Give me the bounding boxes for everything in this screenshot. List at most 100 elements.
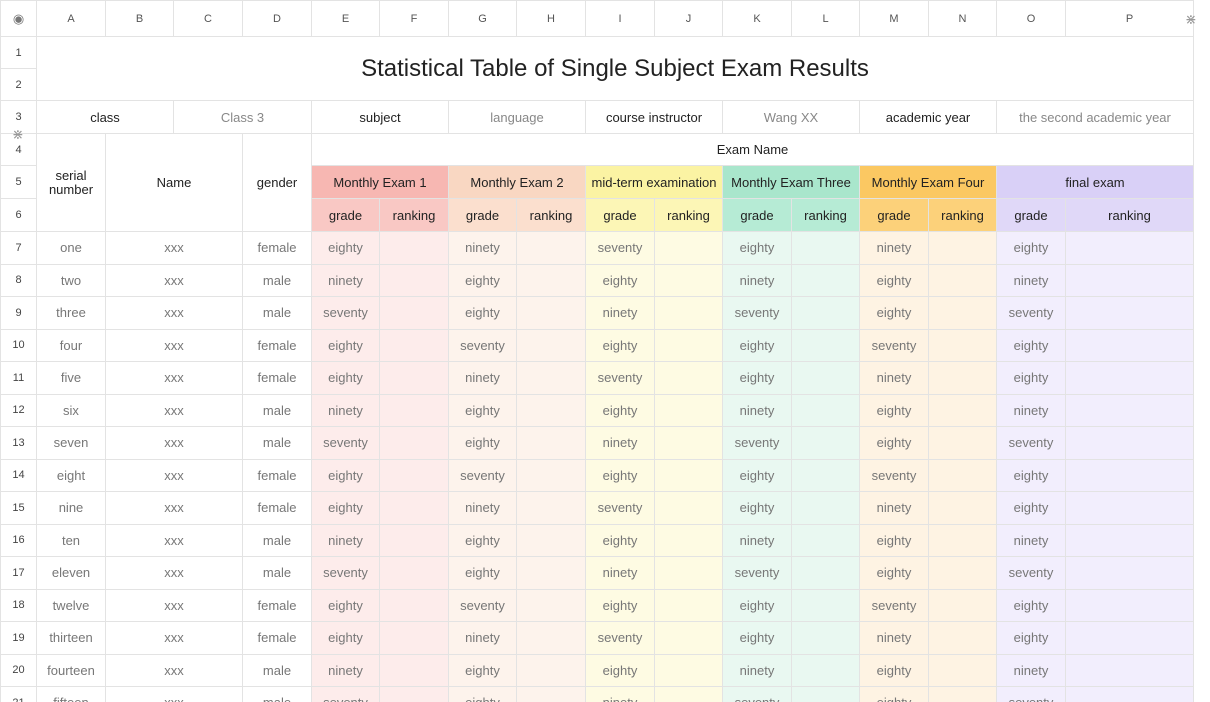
gender-cell[interactable]: male bbox=[242, 393, 312, 427]
ranking-cell[interactable] bbox=[516, 653, 586, 687]
name-cell[interactable]: xxx bbox=[105, 231, 243, 265]
ranking-cell[interactable] bbox=[928, 393, 997, 427]
column-header-e[interactable]: E bbox=[311, 0, 380, 37]
ranking-cell[interactable] bbox=[928, 686, 997, 702]
exam-header-final[interactable]: final exam bbox=[996, 165, 1194, 199]
ranking-cell[interactable] bbox=[1065, 231, 1194, 265]
row-header-6[interactable]: 6 bbox=[0, 198, 37, 232]
ranking-cell[interactable] bbox=[928, 491, 997, 525]
select-all-corner[interactable]: ◉ bbox=[0, 0, 37, 37]
grade-header[interactable]: grade bbox=[448, 198, 517, 232]
grade-cell[interactable]: eighty bbox=[859, 653, 929, 687]
ranking-cell[interactable] bbox=[516, 523, 586, 557]
ranking-cell[interactable] bbox=[654, 653, 723, 687]
name-cell[interactable]: xxx bbox=[105, 556, 243, 590]
ranking-cell[interactable] bbox=[654, 491, 723, 525]
grade-cell[interactable]: ninety bbox=[859, 231, 929, 265]
grade-cell[interactable]: eighty bbox=[311, 588, 380, 622]
row-header[interactable]: 12 bbox=[0, 393, 37, 427]
grade-cell[interactable]: eighty bbox=[448, 426, 517, 460]
grade-cell[interactable]: ninety bbox=[311, 523, 380, 557]
ranking-cell[interactable] bbox=[379, 653, 449, 687]
ranking-cell[interactable] bbox=[1065, 361, 1194, 395]
grade-cell[interactable]: seventy bbox=[722, 686, 792, 702]
grade-cell[interactable]: ninety bbox=[722, 263, 792, 297]
grade-cell[interactable]: ninety bbox=[585, 556, 655, 590]
serial-cell[interactable]: three bbox=[36, 296, 106, 330]
row-header[interactable]: 7 bbox=[0, 231, 37, 265]
ranking-cell[interactable] bbox=[654, 328, 723, 362]
grade-cell[interactable]: ninety bbox=[859, 621, 929, 655]
column-header-k[interactable]: K bbox=[722, 0, 792, 37]
grade-cell[interactable]: eighty bbox=[859, 263, 929, 297]
ranking-cell[interactable] bbox=[791, 686, 860, 702]
gender-cell[interactable]: male bbox=[242, 296, 312, 330]
ranking-cell[interactable] bbox=[791, 263, 860, 297]
grade-cell[interactable]: eighty bbox=[311, 491, 380, 525]
ranking-cell[interactable] bbox=[516, 588, 586, 622]
grade-cell[interactable]: eighty bbox=[859, 296, 929, 330]
grade-cell[interactable]: ninety bbox=[585, 686, 655, 702]
ranking-cell[interactable] bbox=[1065, 686, 1194, 702]
serial-cell[interactable]: seven bbox=[36, 426, 106, 460]
exam-header-midterm[interactable]: mid-term examination bbox=[585, 165, 723, 199]
grade-cell[interactable]: seventy bbox=[996, 686, 1066, 702]
gender-cell[interactable]: male bbox=[242, 426, 312, 460]
grade-cell[interactable]: eighty bbox=[722, 491, 792, 525]
ranking-cell[interactable] bbox=[654, 458, 723, 492]
exam-header-monthly-3[interactable]: Monthly Exam Three bbox=[722, 165, 860, 199]
ranking-cell[interactable] bbox=[791, 653, 860, 687]
ranking-header[interactable]: ranking bbox=[379, 198, 449, 232]
grade-cell[interactable]: seventy bbox=[448, 458, 517, 492]
serial-cell[interactable]: ten bbox=[36, 523, 106, 557]
gender-cell[interactable]: male bbox=[242, 686, 312, 702]
grade-cell[interactable]: seventy bbox=[722, 296, 792, 330]
serial-cell[interactable]: twelve bbox=[36, 588, 106, 622]
ranking-cell[interactable] bbox=[516, 556, 586, 590]
grade-cell[interactable]: seventy bbox=[996, 556, 1066, 590]
ranking-cell[interactable] bbox=[654, 296, 723, 330]
grade-cell[interactable]: seventy bbox=[996, 296, 1066, 330]
grade-cell[interactable]: eighty bbox=[311, 621, 380, 655]
grade-cell[interactable]: eighty bbox=[585, 458, 655, 492]
ranking-cell[interactable] bbox=[928, 361, 997, 395]
exam-header-monthly-2[interactable]: Monthly Exam 2 bbox=[448, 165, 586, 199]
ranking-cell[interactable] bbox=[928, 231, 997, 265]
serial-number-header[interactable]: serial number bbox=[36, 133, 106, 232]
ranking-cell[interactable] bbox=[379, 361, 449, 395]
ranking-cell[interactable] bbox=[1065, 393, 1194, 427]
ranking-cell[interactable] bbox=[516, 621, 586, 655]
row-header[interactable]: 17 bbox=[0, 556, 37, 590]
column-header-o[interactable]: O bbox=[996, 0, 1066, 37]
grade-cell[interactable]: seventy bbox=[311, 556, 380, 590]
ranking-cell[interactable] bbox=[379, 296, 449, 330]
ranking-cell[interactable] bbox=[1065, 653, 1194, 687]
grade-cell[interactable]: eighty bbox=[859, 523, 929, 557]
grade-cell[interactable]: ninety bbox=[722, 653, 792, 687]
gender-cell[interactable]: female bbox=[242, 491, 312, 525]
column-header-d[interactable]: D bbox=[242, 0, 312, 37]
grade-cell[interactable]: eighty bbox=[996, 621, 1066, 655]
column-header-l[interactable]: L bbox=[791, 0, 860, 37]
instructor-value-cell[interactable]: Wang XX bbox=[722, 100, 860, 134]
ranking-cell[interactable] bbox=[379, 621, 449, 655]
ranking-cell[interactable] bbox=[1065, 458, 1194, 492]
ranking-cell[interactable] bbox=[928, 523, 997, 557]
ranking-cell[interactable] bbox=[516, 231, 586, 265]
column-header-b[interactable]: B bbox=[105, 0, 174, 37]
ranking-cell[interactable] bbox=[1065, 296, 1194, 330]
ranking-cell[interactable] bbox=[654, 393, 723, 427]
grade-cell[interactable]: seventy bbox=[859, 328, 929, 362]
ranking-cell[interactable] bbox=[379, 588, 449, 622]
grade-cell[interactable]: eighty bbox=[722, 231, 792, 265]
ranking-cell[interactable] bbox=[791, 426, 860, 460]
name-header[interactable]: Name bbox=[105, 133, 243, 232]
ranking-cell[interactable] bbox=[379, 328, 449, 362]
ranking-cell[interactable] bbox=[1065, 621, 1194, 655]
subject-label-cell[interactable]: subject bbox=[311, 100, 449, 134]
grade-cell[interactable]: eighty bbox=[585, 328, 655, 362]
name-cell[interactable]: xxx bbox=[105, 458, 243, 492]
ranking-cell[interactable] bbox=[516, 393, 586, 427]
gender-cell[interactable]: female bbox=[242, 588, 312, 622]
name-cell[interactable]: xxx bbox=[105, 426, 243, 460]
